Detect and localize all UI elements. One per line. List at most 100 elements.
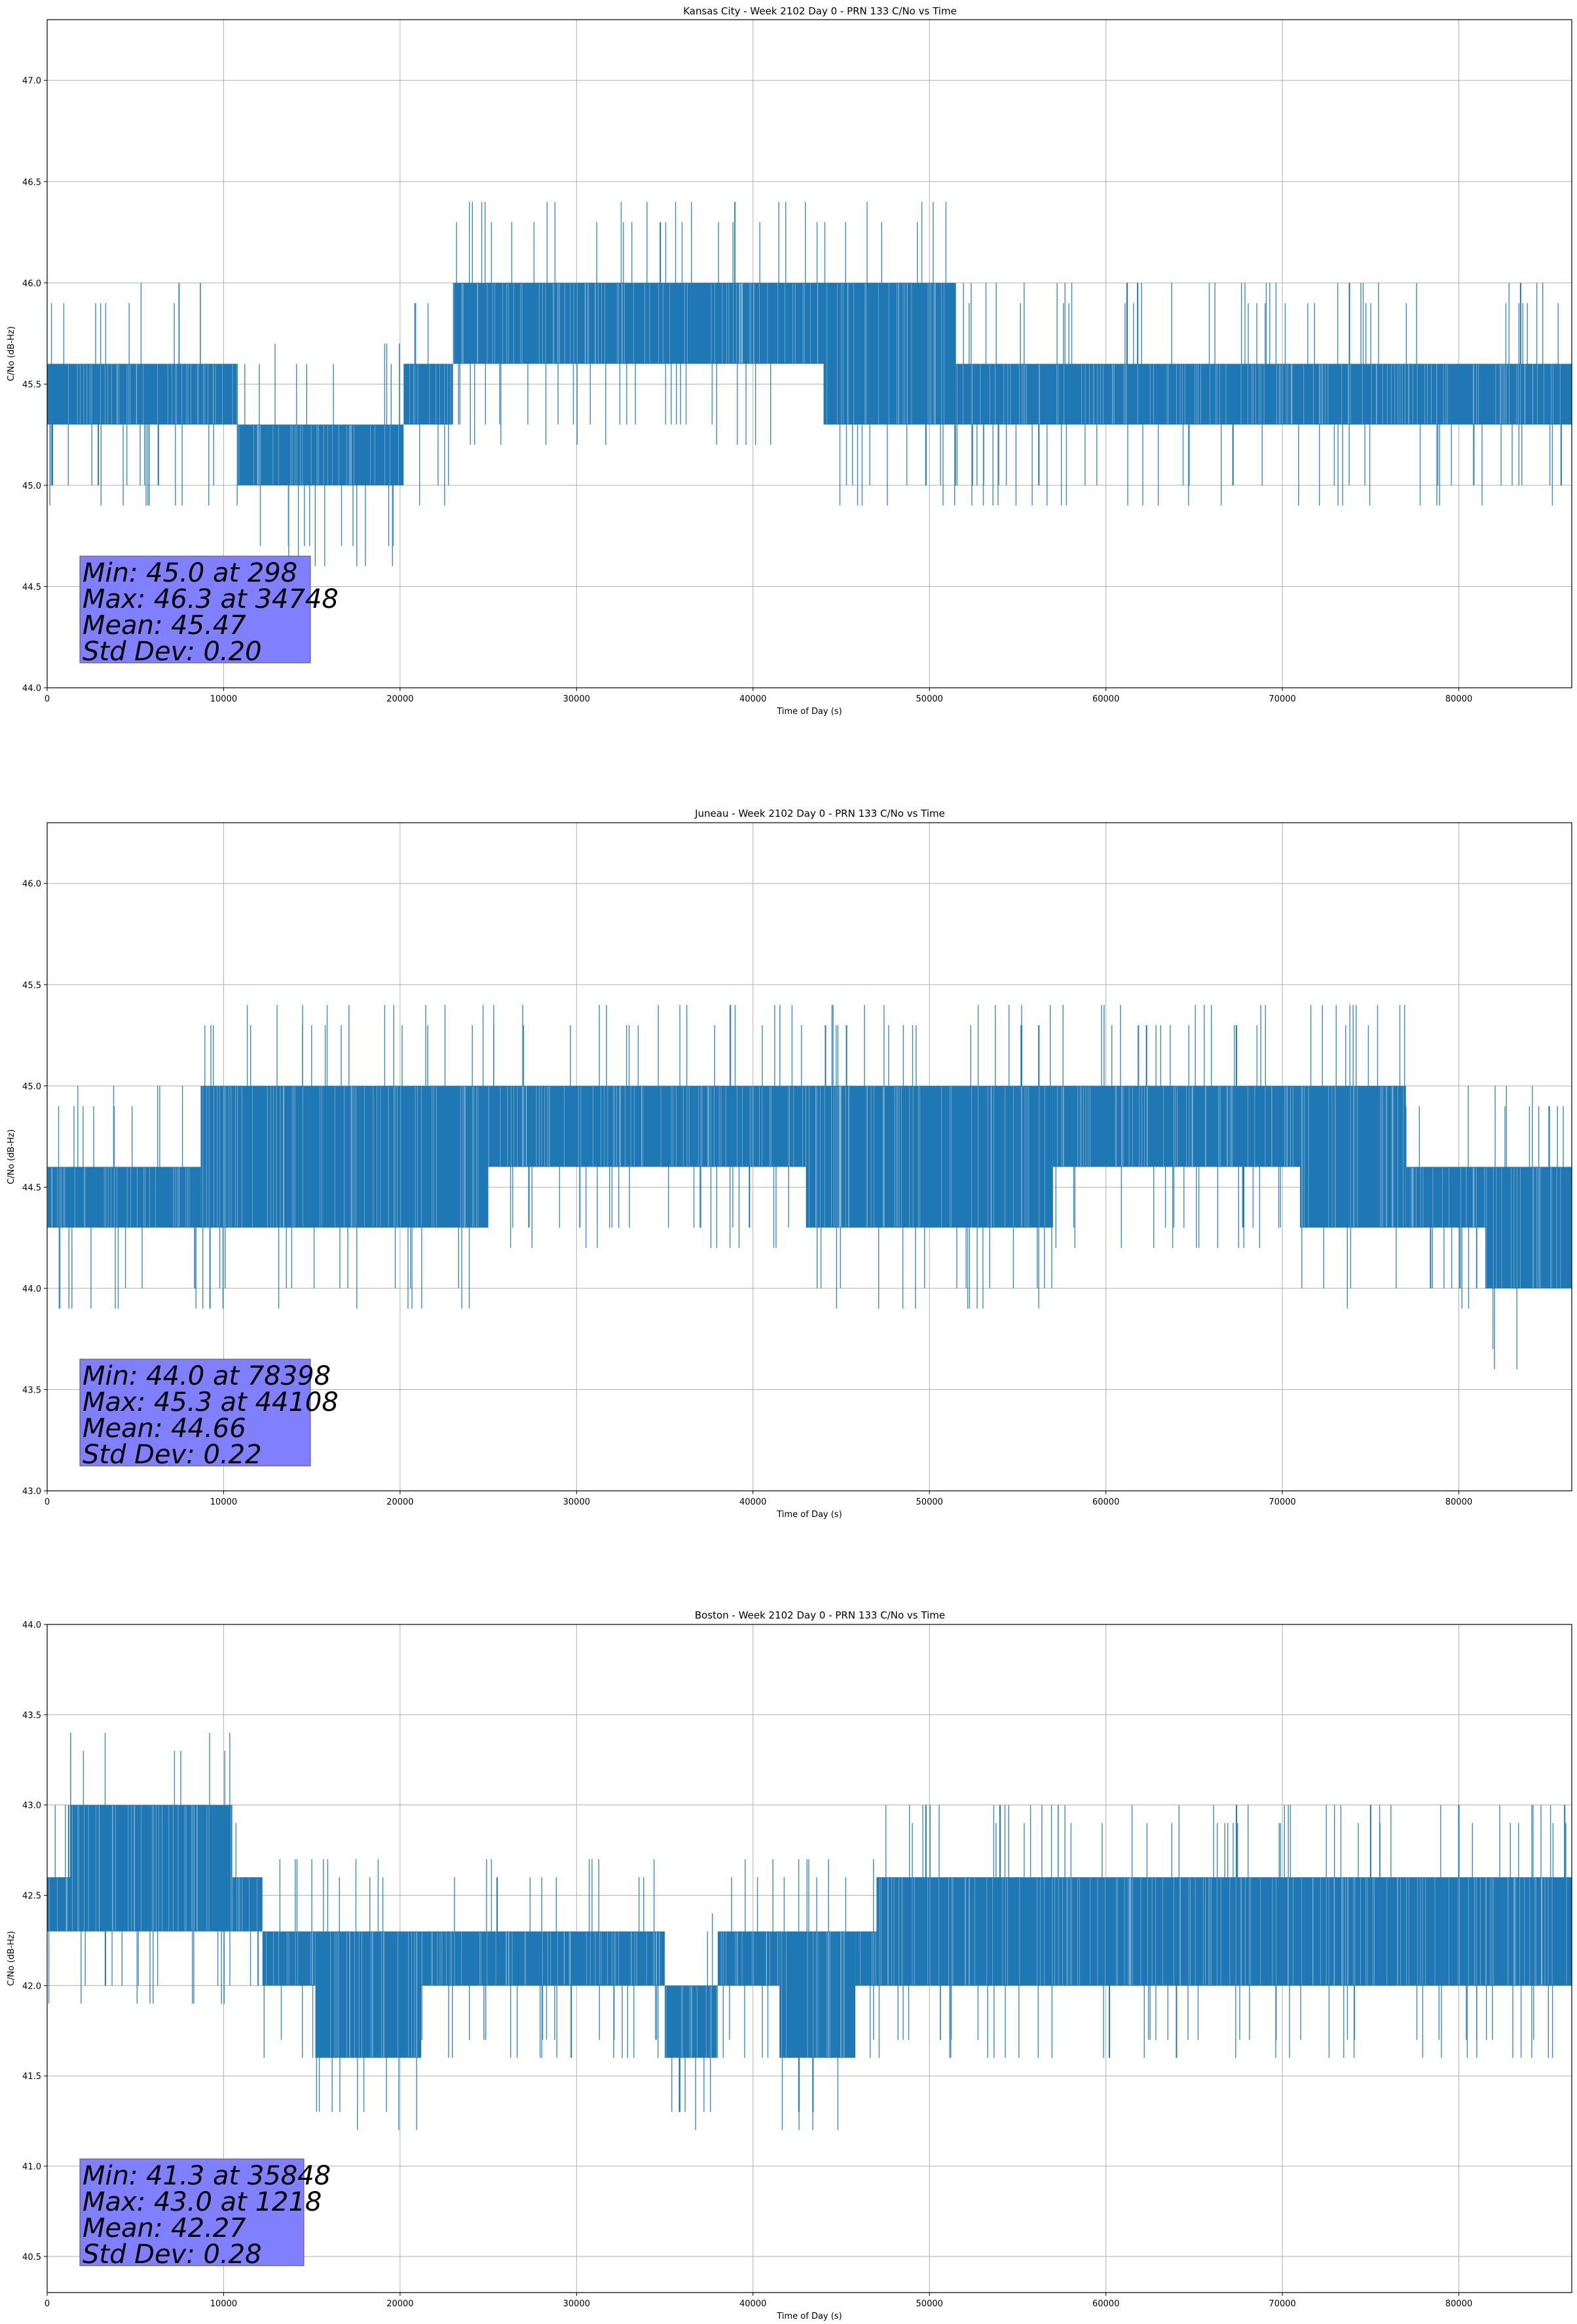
x-ticks: 0 10000 20000 30000 40000 50000 60000 70000 8000… [45, 2293, 1472, 2309]
band-gaps [720, 1932, 778, 1985]
cno-band [488, 1085, 806, 1167]
band-transitions [70, 1733, 231, 2004]
data-series [47, 1005, 1572, 1370]
band-gaps [860, 1932, 876, 1985]
band-transitions [421, 1859, 659, 2058]
x-ticks: 0 10000 20000 30000 40000 50000 60000 70000 8000… [45, 688, 1472, 704]
x-tick-label: 80000 [1445, 694, 1472, 704]
x-tick-label: 70000 [1269, 2299, 1295, 2309]
stats-mean: Mean: 45.47 [83, 610, 246, 641]
cno-band [453, 282, 665, 364]
y-tick-label: 40.5 [22, 2253, 41, 2262]
x-tick-label: 30000 [563, 694, 590, 704]
data-series [47, 202, 1572, 567]
x-tick-label: 40000 [739, 694, 766, 704]
band-gaps [47, 1167, 190, 1228]
stats-min: Min: 41.3 at 35848 [83, 2161, 331, 2191]
band-transitions [414, 303, 449, 506]
x-tick-label: 60000 [1092, 2299, 1119, 2309]
cno-band [1405, 1167, 1485, 1228]
y-tick-label: 45.0 [22, 481, 41, 491]
band-transitions [316, 1859, 417, 2130]
band-transitions [49, 282, 238, 506]
y-tick-label: 44.5 [22, 1183, 41, 1193]
y-tick-label: 47.0 [22, 77, 41, 86]
band-transitions [263, 1859, 314, 2058]
stats-box: Min: 44.0 at 78398 Max: 45.3 at 44108 Me… [79, 1359, 339, 1470]
band-transitions [817, 1005, 1052, 1309]
cno-band [779, 1931, 856, 2058]
band-gaps [489, 1086, 806, 1167]
axes-frame [46, 1624, 1572, 2293]
x-tick-label: 10000 [210, 694, 237, 704]
band-gaps [665, 1986, 717, 2057]
y-tick-label: 43.0 [22, 1801, 41, 1811]
x-tick-label: 0 [45, 694, 50, 704]
y-tick-label: 42.0 [22, 1981, 41, 1991]
y-tick-label: 44.0 [22, 1284, 41, 1294]
band-gaps [1057, 1086, 1293, 1167]
y-tick-label: 45.5 [22, 981, 41, 990]
band-transitions [824, 202, 956, 506]
y-axis-label: C/No (dB-Hz) [7, 326, 16, 381]
band-gaps [453, 283, 663, 364]
y-axis-label: C/No (dB-Hz) [7, 1931, 16, 1986]
cno-band [238, 424, 404, 485]
stats-max: Max: 43.0 at 1218 [83, 2187, 322, 2217]
stats-box: Min: 45.0 at 298 Max: 46.3 at 34748 Mean… [79, 555, 339, 667]
cno-band [1052, 1085, 1301, 1167]
stats-mean: Mean: 42.27 [83, 2213, 246, 2243]
band-gaps [422, 1932, 660, 1985]
band-transitions [456, 202, 648, 445]
band-transitions [202, 1005, 484, 1309]
x-tick-label: 50000 [916, 694, 943, 704]
x-tick-label: 0 [45, 1497, 50, 1507]
y-tick-label: 45.0 [22, 1082, 41, 1092]
band-gaps [781, 1932, 845, 2057]
band-gaps [809, 1086, 1045, 1228]
x-ticks: 0 10000 20000 30000 40000 50000 60000 70000 8000… [45, 1491, 1472, 1507]
x-tick-label: 60000 [1092, 1497, 1119, 1507]
x-tick-label: 10000 [210, 1497, 237, 1507]
chart-title: Boston - Week 2102 Day 0 - PRN 133 C/No … [695, 1609, 945, 1621]
chart-title: Juneau - Week 2102 Day 0 - PRN 133 C/No … [694, 808, 945, 819]
band-transitions [48, 1805, 66, 2004]
band-transitions [1405, 1085, 1477, 1309]
cno-band [47, 1167, 201, 1228]
band-transitions [665, 202, 818, 445]
band-transitions [870, 1859, 874, 2058]
band-gaps [669, 283, 818, 364]
cno-band [855, 1931, 877, 1986]
y-tick-label: 42.5 [22, 1892, 41, 1902]
cno-band [717, 1931, 780, 1986]
band-gaps [826, 283, 944, 424]
band-transitions [235, 1823, 259, 1986]
band-gaps [48, 1877, 67, 1931]
stats-min: Min: 44.0 at 78398 [83, 1361, 331, 1391]
band-gaps [957, 364, 1561, 424]
x-tick-label: 30000 [563, 1497, 590, 1507]
chart-panel-boston: Boston - Week 2102 Day 0 - PRN 133 C/No … [7, 1609, 1572, 2321]
band-gaps [202, 1086, 479, 1228]
band-transitions [244, 343, 400, 567]
cno-band [47, 364, 238, 425]
y-tick-label: 44.0 [22, 684, 41, 694]
y-tick-label: 41.0 [22, 2162, 41, 2172]
stats-box-background [79, 2158, 305, 2266]
band-transitions [1492, 1085, 1564, 1370]
band-gaps [1301, 1086, 1403, 1228]
y-tick-label: 45.5 [22, 380, 41, 390]
y-tick-label: 43.0 [22, 1487, 41, 1497]
y-tick-label: 46.5 [22, 178, 41, 187]
band-transitions [878, 1805, 1567, 2058]
cno-band [315, 1931, 422, 2058]
chart-title: Kansas City - Week 2102 Day 0 - PRN 133 … [683, 5, 957, 17]
stats-box-background [79, 555, 311, 664]
y-tick-label: 43.5 [22, 1711, 41, 1721]
y-ticks: 40.5 41.0 41.5 42.0 42.5 43.0 43.5 44.0 [22, 1621, 47, 2262]
band-transitions [58, 1085, 196, 1309]
cno-band [876, 1877, 1572, 1986]
x-tick-label: 60000 [1092, 694, 1119, 704]
stats-box: Min: 41.3 at 35848 Max: 43.0 at 1218 Mea… [79, 2158, 331, 2270]
